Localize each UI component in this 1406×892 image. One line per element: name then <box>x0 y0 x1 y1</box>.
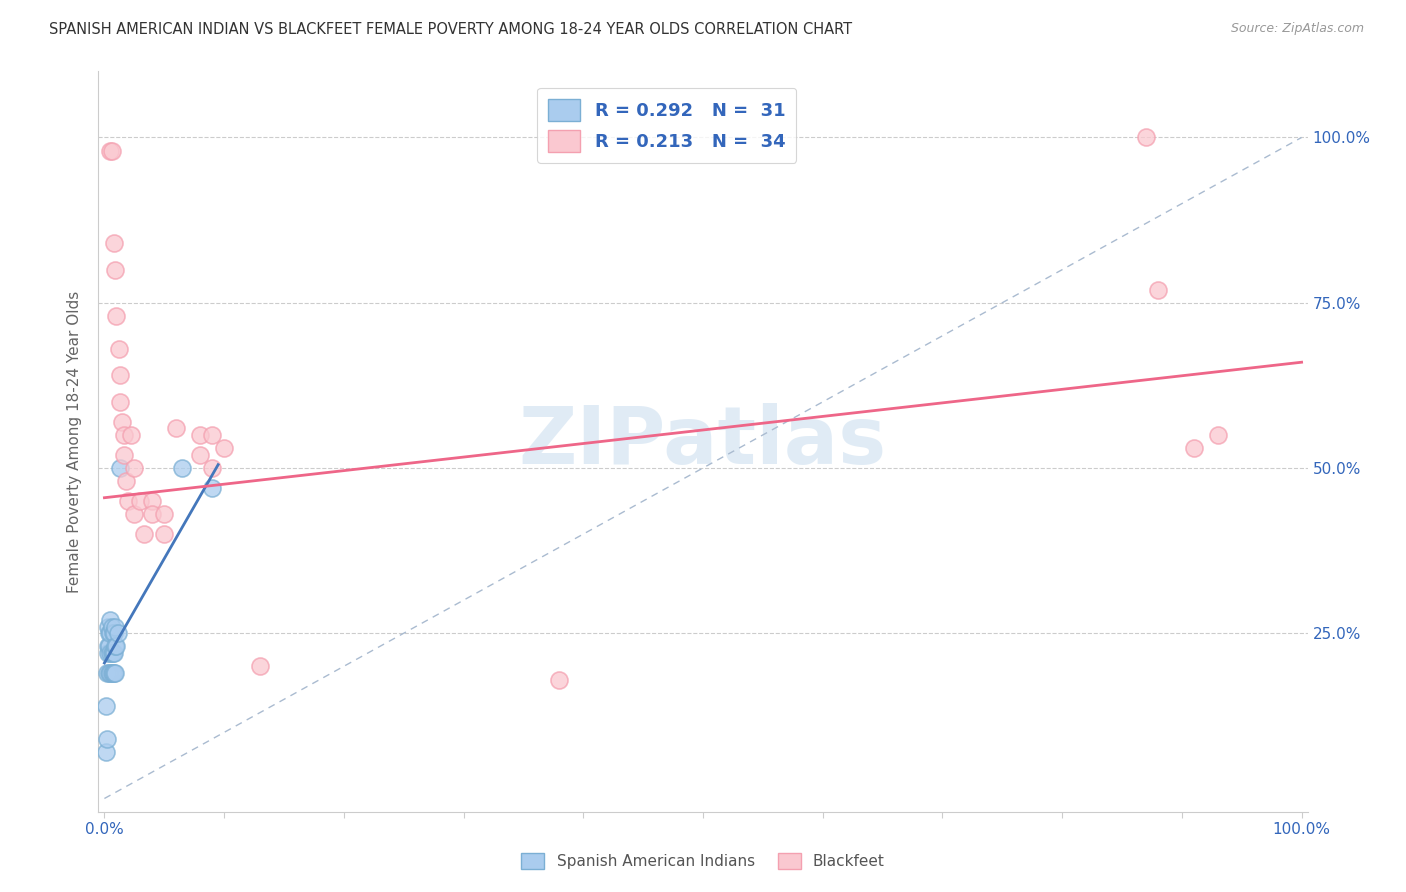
Point <box>104 262 127 277</box>
Point <box>98 626 121 640</box>
Point <box>101 665 124 680</box>
Point <box>132 527 155 541</box>
Point <box>100 613 122 627</box>
Point <box>153 527 176 541</box>
Point <box>124 508 146 522</box>
Point <box>1135 130 1157 145</box>
Point <box>98 640 121 654</box>
Point <box>115 474 138 488</box>
Point <box>94 698 117 713</box>
Point <box>100 646 122 660</box>
Point <box>101 646 124 660</box>
Point <box>100 626 122 640</box>
Point <box>100 665 122 680</box>
Point <box>112 428 135 442</box>
Point <box>141 494 163 508</box>
Point <box>100 144 122 158</box>
Point <box>103 236 125 251</box>
Point <box>105 640 128 654</box>
Point <box>201 481 224 495</box>
Point <box>188 428 211 442</box>
Point <box>107 342 129 356</box>
Point <box>104 620 127 634</box>
Legend: R = 0.292   N =  31, R = 0.213   N =  34: R = 0.292 N = 31, R = 0.213 N = 34 <box>537 87 796 162</box>
Point <box>98 665 121 680</box>
Point <box>100 665 122 680</box>
Point <box>104 640 127 654</box>
Point <box>117 494 139 508</box>
Point <box>103 646 125 660</box>
Point <box>97 646 120 660</box>
Point <box>97 640 120 654</box>
Point <box>111 415 134 429</box>
Point <box>103 626 125 640</box>
Point <box>212 441 235 455</box>
Point <box>165 421 187 435</box>
Point <box>94 745 117 759</box>
Text: ZIPatlas: ZIPatlas <box>519 402 887 481</box>
Point <box>153 508 176 522</box>
Point <box>107 626 129 640</box>
Point <box>120 428 142 442</box>
Point <box>101 626 124 640</box>
Point <box>188 448 211 462</box>
Point <box>100 620 122 634</box>
Point <box>108 395 131 409</box>
Point <box>1206 428 1229 442</box>
Y-axis label: Female Poverty Among 18-24 Year Olds: Female Poverty Among 18-24 Year Olds <box>67 291 83 592</box>
Point <box>124 461 146 475</box>
Text: Source: ZipAtlas.com: Source: ZipAtlas.com <box>1230 22 1364 36</box>
Text: SPANISH AMERICAN INDIAN VS BLACKFEET FEMALE POVERTY AMONG 18-24 YEAR OLDS CORREL: SPANISH AMERICAN INDIAN VS BLACKFEET FEM… <box>49 22 852 37</box>
Point <box>112 448 135 462</box>
Point <box>96 731 118 746</box>
Point <box>172 461 194 475</box>
Point <box>97 620 120 634</box>
Point <box>108 461 131 475</box>
Point <box>104 665 127 680</box>
Point <box>548 673 571 687</box>
Point <box>249 659 271 673</box>
Point <box>1147 283 1170 297</box>
Point <box>1182 441 1205 455</box>
Point <box>105 309 128 323</box>
Point <box>201 428 224 442</box>
Point <box>103 665 125 680</box>
Legend: Spanish American Indians, Blackfeet: Spanish American Indians, Blackfeet <box>515 847 891 875</box>
Point <box>100 144 122 158</box>
Point <box>100 646 122 660</box>
Point <box>201 461 224 475</box>
Point <box>96 665 118 680</box>
Point <box>129 494 152 508</box>
Point <box>141 508 163 522</box>
Point <box>108 368 131 383</box>
